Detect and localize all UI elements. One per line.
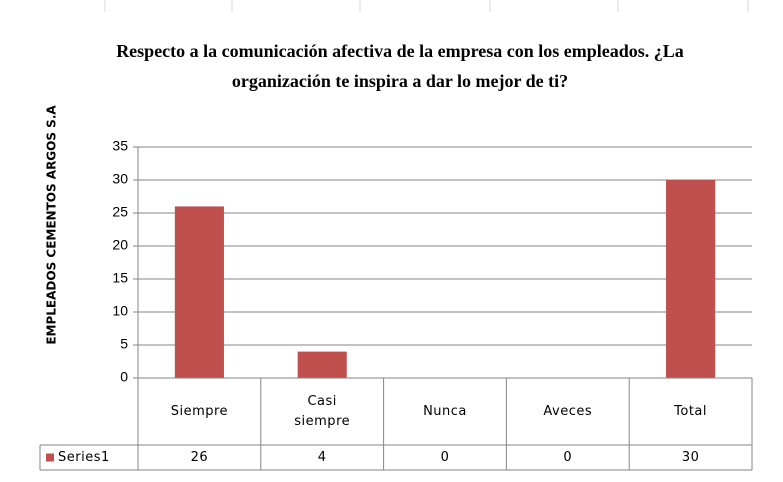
category-label: Siempre — [170, 403, 229, 419]
table-value: 26 — [190, 449, 209, 465]
legend-swatch — [46, 453, 54, 462]
category-label: Nunca — [423, 403, 467, 419]
table-value: 0 — [440, 449, 450, 465]
table-value: 0 — [563, 449, 573, 465]
y-tick-label: 10 — [112, 303, 128, 319]
category-label: Aveces — [543, 403, 593, 419]
sheet-lines — [104, 0, 749, 12]
y-tick-label: 30 — [112, 171, 128, 187]
table-value: 4 — [317, 449, 327, 465]
category-label: Total — [674, 403, 708, 419]
y-tick-label: 5 — [120, 336, 128, 352]
bar — [666, 180, 716, 378]
legend-label: Series1 — [58, 449, 110, 465]
y-tick-label: 15 — [112, 270, 128, 286]
y-tick-label: 20 — [112, 237, 128, 253]
category-label: Casi siempre — [294, 393, 351, 429]
y-tick-label: 25 — [112, 204, 128, 220]
y-axis-label: EMPLEADOS CEMENTOS ARGOS S.A — [45, 105, 59, 345]
y-tick-label: 0 — [120, 369, 128, 385]
y-tick-label: 35 — [112, 138, 128, 154]
bar — [297, 351, 347, 378]
table-value: 30 — [681, 449, 700, 465]
chart-title: Respecto a la comunicación afectiva de l… — [116, 41, 684, 91]
bar — [174, 206, 224, 378]
